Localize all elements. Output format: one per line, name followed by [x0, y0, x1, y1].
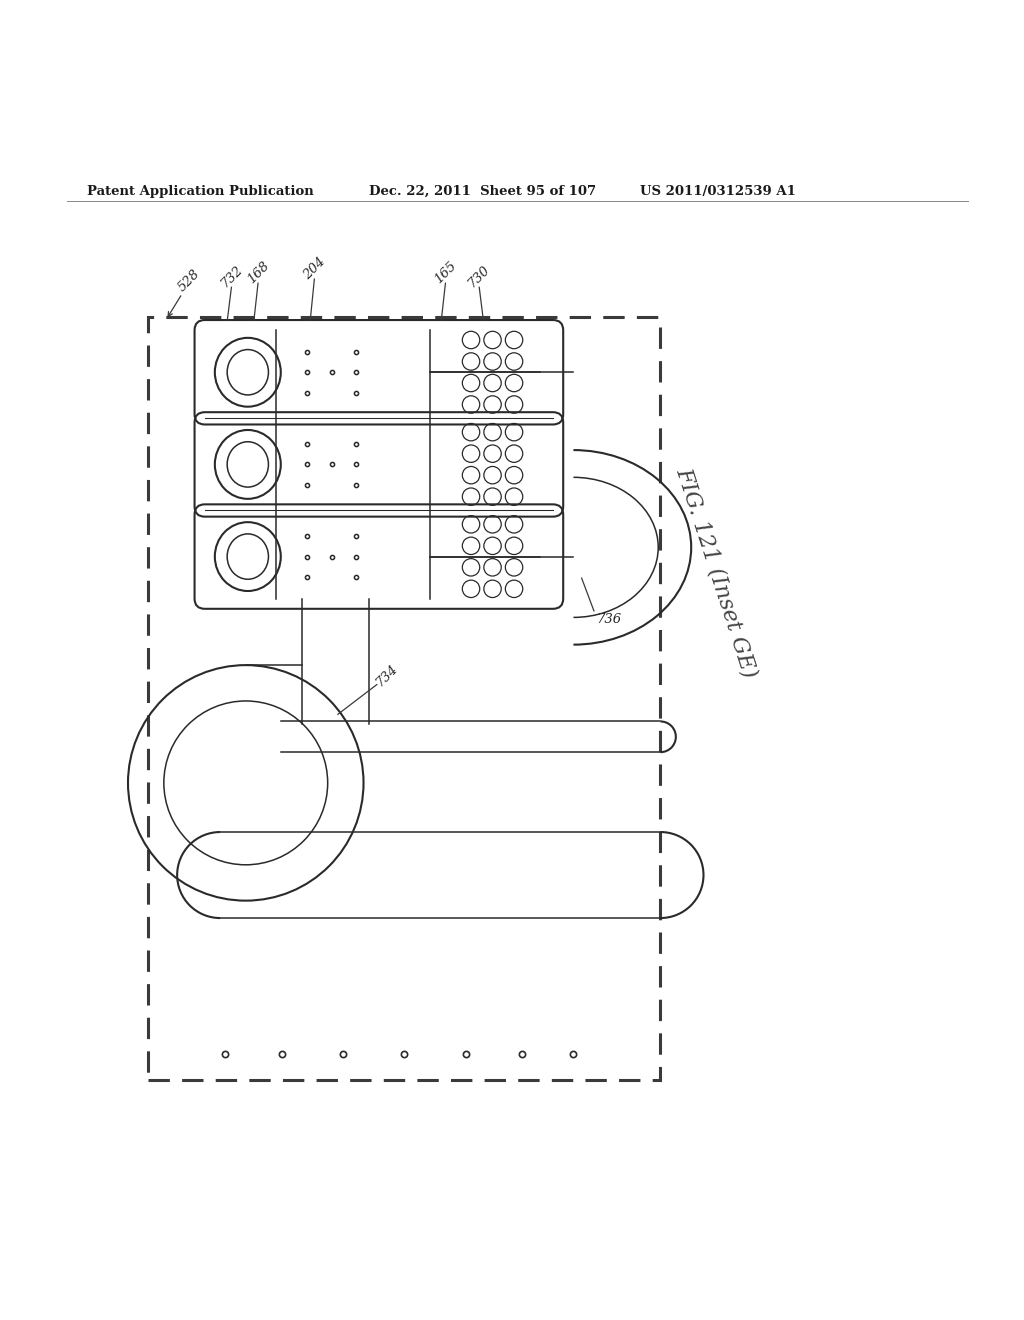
Text: FIG. 121 (Inset GE): FIG. 121 (Inset GE)	[673, 465, 761, 681]
Text: 736: 736	[596, 612, 622, 626]
Text: Dec. 22, 2011  Sheet 95 of 107: Dec. 22, 2011 Sheet 95 of 107	[369, 185, 596, 198]
Text: 168: 168	[245, 260, 271, 286]
Text: 204: 204	[301, 255, 328, 282]
Text: 528: 528	[176, 268, 203, 294]
Text: 165: 165	[432, 260, 459, 286]
Text: US 2011/0312539 A1: US 2011/0312539 A1	[640, 185, 796, 198]
Bar	[148, 317, 660, 1080]
Text: 734: 734	[374, 661, 400, 689]
Text: 730: 730	[466, 264, 493, 290]
Text: 732: 732	[218, 264, 245, 290]
Text: Patent Application Publication: Patent Application Publication	[87, 185, 313, 198]
